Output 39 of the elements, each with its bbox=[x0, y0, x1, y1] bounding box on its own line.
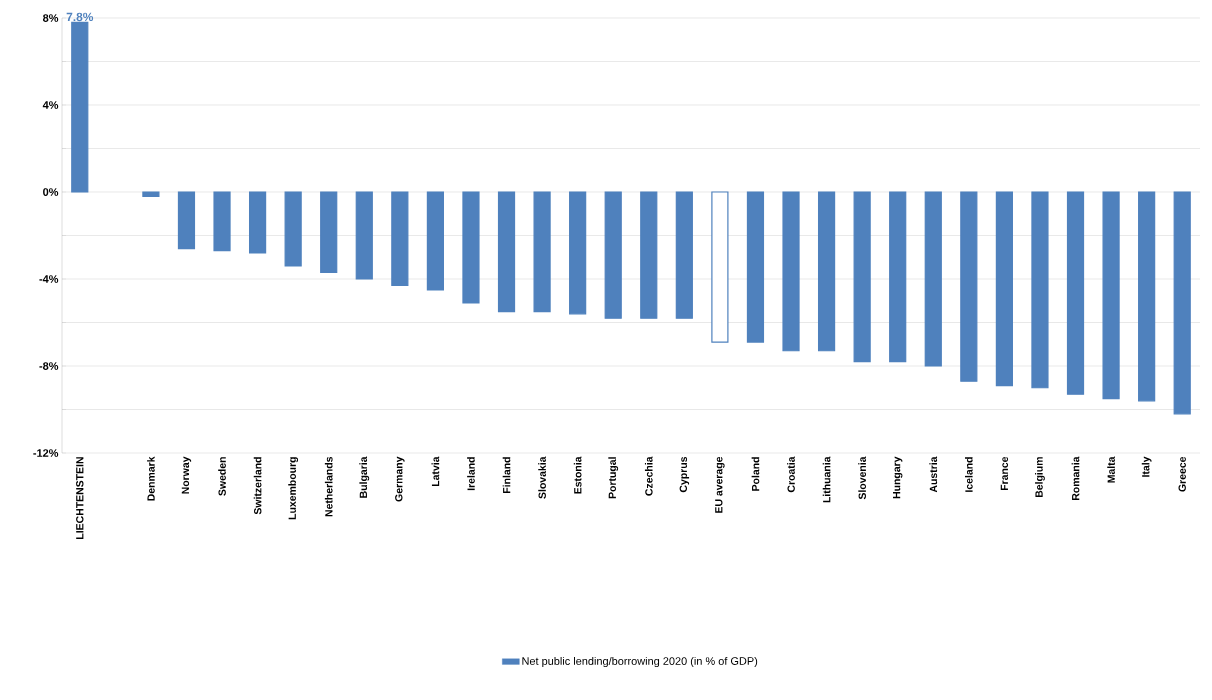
x-tick-label: Lithuania bbox=[822, 456, 831, 503]
x-tick-label: Latvia bbox=[431, 456, 440, 487]
data-label: 7.8% bbox=[66, 12, 94, 22]
x-tick-label: Austria bbox=[929, 456, 938, 493]
x-tick-label: Ireland bbox=[467, 457, 475, 491]
x-tick-label: Bulgaria bbox=[359, 456, 370, 498]
x-tick-label: Cyprus bbox=[679, 456, 690, 493]
x-tick-label: Slovakia bbox=[538, 456, 546, 499]
x-tick-label: Iceland bbox=[964, 457, 973, 492]
x-tick-label: Slovenia bbox=[858, 456, 866, 500]
x-tick-label: Switzerland bbox=[253, 457, 262, 515]
x-tick-label: LIECHTENSTEIN bbox=[76, 457, 84, 539]
x-tick-label: Estonia bbox=[573, 456, 582, 494]
y-tick-label: 0% bbox=[43, 188, 59, 196]
x-tick-label: Hungary bbox=[893, 456, 903, 499]
legend-label: Net public lending/borrowing 2020 (in % of GDP) bbox=[522, 656, 758, 668]
y-tick-label: -4% bbox=[39, 275, 59, 283]
x-tick-label: Norway bbox=[181, 456, 192, 494]
x-tick-label: Netherlands bbox=[324, 456, 333, 517]
x-tick-label: Sweden bbox=[218, 457, 226, 496]
x-tick-label: Italy bbox=[1141, 456, 1152, 477]
x-tick-label: Finland bbox=[502, 457, 511, 494]
x-tick-label: Portugal bbox=[608, 457, 619, 499]
x-tick-label: Czechia bbox=[644, 456, 653, 496]
x-tick-label: Luxembourg bbox=[288, 457, 299, 520]
x-tick-label: Germany bbox=[395, 456, 405, 502]
x-tick-label: EU average bbox=[715, 456, 725, 513]
x-tick-label: Belgium bbox=[1035, 457, 1045, 498]
x-tick-label: France bbox=[1000, 456, 1009, 491]
y-tick-label: -12% bbox=[33, 449, 59, 457]
y-tick-label: -8% bbox=[39, 362, 59, 370]
x-tick-label: Poland bbox=[751, 457, 760, 491]
x-tick-label: Malta bbox=[1107, 456, 1115, 483]
x-tick-label: Greece bbox=[1178, 456, 1186, 492]
x-tick-label: Romania bbox=[1071, 456, 1080, 500]
y-tick-label: 8% bbox=[42, 14, 59, 22]
y-tick-label: 4% bbox=[42, 101, 59, 109]
x-tick-label: Denmark bbox=[147, 456, 155, 501]
x-tick-label: Croatia bbox=[787, 456, 795, 493]
